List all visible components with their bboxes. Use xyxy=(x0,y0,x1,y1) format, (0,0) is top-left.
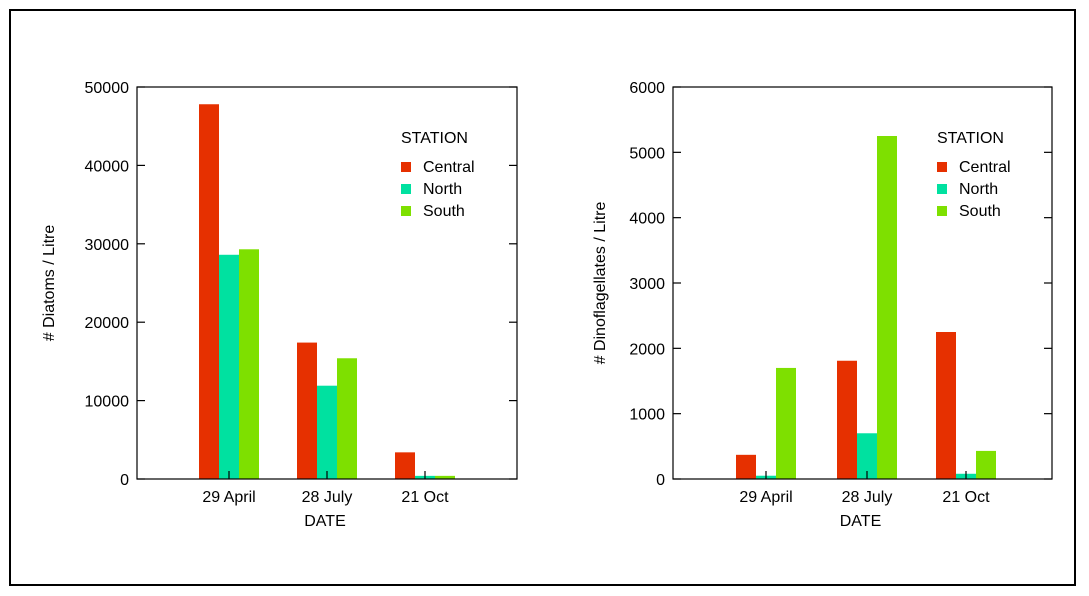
y-tick-label: 0 xyxy=(656,472,665,489)
bar-south-2 xyxy=(337,358,357,479)
legend-title: STATION xyxy=(937,130,1004,147)
x-tick-label: 29 April xyxy=(739,489,792,506)
bar-central-1 xyxy=(736,454,756,479)
x-tick-label: 21 Oct xyxy=(942,489,990,506)
x-axis-label: DATE xyxy=(840,513,881,530)
x-tick-label: 28 July xyxy=(842,489,893,506)
x-axis-label: DATE xyxy=(304,513,345,530)
figure-frame xyxy=(9,9,1076,586)
y-axis-label: # Dinoflagellates / Litre xyxy=(592,202,609,365)
x-tick-label: 29 April xyxy=(202,489,255,506)
bar-north-1 xyxy=(219,254,239,479)
y-tick-label: 3000 xyxy=(629,276,665,293)
y-tick-label: 0 xyxy=(120,472,129,489)
legend-swatch-north xyxy=(401,184,411,194)
legend-label-north: North xyxy=(959,181,998,198)
bar-central-2 xyxy=(837,360,857,479)
legend-label-north: North xyxy=(423,181,462,198)
legend-swatch-north xyxy=(937,184,947,194)
y-tick-label: 10000 xyxy=(85,394,130,411)
y-tick-label: 40000 xyxy=(85,158,130,175)
bar-central-1 xyxy=(199,104,219,480)
x-tick-label: 28 July xyxy=(302,489,353,506)
chart-panel-1: 0 10000 20000 30000 40000 50000 29 April 28 Jul… xyxy=(41,80,518,530)
bar-south-1 xyxy=(776,367,796,479)
bar-south-3 xyxy=(435,475,455,479)
bar-north-2 xyxy=(857,433,877,479)
legend-swatch-south xyxy=(401,206,411,216)
y-tick-label: 4000 xyxy=(629,211,665,228)
legend-label-south: South xyxy=(959,203,1001,220)
bar-south-1 xyxy=(239,249,259,479)
y-tick-label: 2000 xyxy=(629,341,665,358)
bar-central-3 xyxy=(395,452,415,479)
y-tick-label: 50000 xyxy=(85,80,130,97)
legend-title: STATION xyxy=(401,130,468,147)
y-tick-label: 1000 xyxy=(629,407,665,424)
legend-label-south: South xyxy=(423,203,465,220)
bar-central-2 xyxy=(297,342,317,479)
x-tick-label: 21 Oct xyxy=(401,489,449,506)
y-tick-label: 20000 xyxy=(85,315,130,332)
bar-north-2 xyxy=(317,385,337,479)
legend-swatch-central xyxy=(401,162,411,172)
y-tick-label: 5000 xyxy=(629,145,665,162)
legend-label-central: Central xyxy=(959,159,1011,176)
bar-central-3 xyxy=(936,332,956,479)
legend-swatch-south xyxy=(937,206,947,216)
bar-south-3 xyxy=(976,450,996,479)
legend-swatch-central xyxy=(937,162,947,172)
y-tick-label: 6000 xyxy=(629,80,665,97)
legend-label-central: Central xyxy=(423,159,475,176)
y-tick-label: 30000 xyxy=(85,237,130,254)
bar-south-2 xyxy=(877,136,897,479)
y-axis-label: # Diatoms / Litre xyxy=(41,225,58,342)
chart-panel-2: 0 1000 2000 3000 4000 5000 6000 29 April 28 July… xyxy=(592,80,1053,530)
